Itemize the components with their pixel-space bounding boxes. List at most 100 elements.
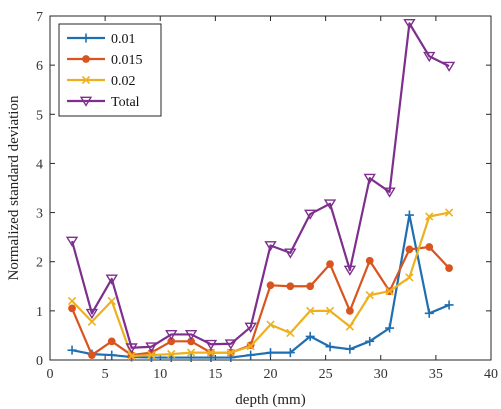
x-tick-label: 0	[47, 367, 54, 382]
data-point	[82, 55, 90, 63]
data-point	[326, 260, 334, 269]
series-line	[71, 211, 450, 358]
data-point	[266, 320, 275, 329]
x-tick-label: 20	[264, 367, 278, 382]
data-point	[204, 339, 218, 351]
data-point	[165, 330, 178, 341]
legend-label: 0.02	[111, 74, 136, 89]
axis-ticks: 0 5 10 15 20 25 30 35 40 0 1 2 3 4 5 6 7	[36, 10, 498, 382]
legend-item: Total	[67, 95, 140, 110]
data-point	[444, 300, 454, 310]
data-point	[424, 308, 434, 318]
data-point	[125, 343, 138, 354]
data-point	[244, 322, 257, 333]
y-tick-label: 2	[36, 256, 43, 271]
data-point	[266, 348, 275, 358]
legend-item: 0.02	[67, 74, 136, 89]
y-tick-label: 3	[36, 207, 43, 222]
data-point	[246, 350, 256, 360]
data-point	[405, 273, 414, 282]
data-point	[423, 51, 436, 63]
y-tick-label: 0	[36, 354, 43, 369]
data-point	[79, 96, 93, 107]
data-point	[306, 282, 315, 291]
data-point	[186, 353, 196, 363]
data-point	[385, 323, 395, 333]
data-point	[305, 331, 315, 341]
data-point	[105, 274, 118, 285]
data-point	[107, 350, 117, 360]
legend-label: Total	[111, 95, 140, 110]
data-point	[445, 264, 453, 272]
data-point	[87, 317, 97, 326]
x-tick-label: 10	[153, 367, 167, 382]
data-point	[67, 345, 77, 355]
data-point	[184, 330, 198, 341]
data-point	[145, 342, 158, 353]
data-point	[224, 339, 238, 350]
data-point	[88, 351, 96, 359]
data-point	[403, 18, 416, 30]
data-point	[404, 210, 414, 220]
data-point	[345, 322, 355, 331]
data-point	[306, 306, 315, 316]
data-point	[363, 173, 376, 184]
data-point	[285, 348, 295, 358]
data-point	[444, 208, 454, 217]
y-tick-label: 1	[36, 305, 43, 320]
data-point	[365, 256, 374, 265]
data-point	[107, 296, 116, 306]
data-point	[107, 337, 116, 346]
data-point	[385, 287, 394, 296]
data-point	[85, 308, 99, 320]
x-tick-label: 30	[374, 367, 388, 382]
y-tick-label: 5	[36, 108, 43, 123]
y-axis-label: Normalized standard deviation	[6, 95, 22, 280]
data-point	[67, 296, 77, 306]
y-tick-label: 7	[36, 10, 43, 25]
data-point	[325, 342, 335, 352]
data-point	[186, 348, 196, 357]
data-point	[405, 245, 414, 254]
data-point	[286, 282, 295, 291]
data-point	[147, 350, 156, 360]
data-point	[68, 304, 76, 313]
data-point	[167, 349, 176, 359]
data-point	[206, 348, 216, 357]
data-point	[284, 248, 297, 259]
data-point	[81, 75, 91, 85]
data-point	[345, 344, 355, 354]
x-tick-label: 15	[208, 367, 222, 382]
series-0	[67, 210, 454, 363]
y-tick-label: 4	[36, 157, 43, 172]
x-tick-label: 40	[484, 367, 498, 382]
data-point	[127, 351, 136, 361]
x-axis-label: depth (mm)	[235, 392, 305, 408]
data-point	[286, 328, 295, 338]
series-2	[67, 208, 454, 361]
legend-label: 0.015	[111, 53, 143, 68]
legend-item: 0.01	[67, 32, 136, 47]
data-point	[65, 236, 79, 247]
x-tick-label: 25	[319, 367, 333, 382]
data-point	[325, 306, 335, 316]
data-point	[365, 336, 375, 346]
x-tick-label: 35	[429, 367, 443, 382]
data-point	[303, 209, 317, 220]
data-point	[425, 212, 434, 221]
data-point	[81, 33, 91, 43]
data-point	[264, 241, 277, 252]
data-point	[365, 290, 374, 300]
data-point	[442, 61, 456, 72]
data-point	[425, 243, 434, 251]
legend-item: 0.015	[67, 53, 143, 68]
series-layer	[65, 18, 456, 363]
legend: 0.01 0.015 0.02 Total	[58, 23, 162, 117]
data-point	[226, 348, 235, 357]
series-3	[65, 18, 456, 354]
data-point	[246, 342, 255, 351]
x-tick-label: 5	[102, 367, 109, 382]
data-point	[383, 187, 396, 198]
y-tick-label: 6	[36, 59, 43, 74]
